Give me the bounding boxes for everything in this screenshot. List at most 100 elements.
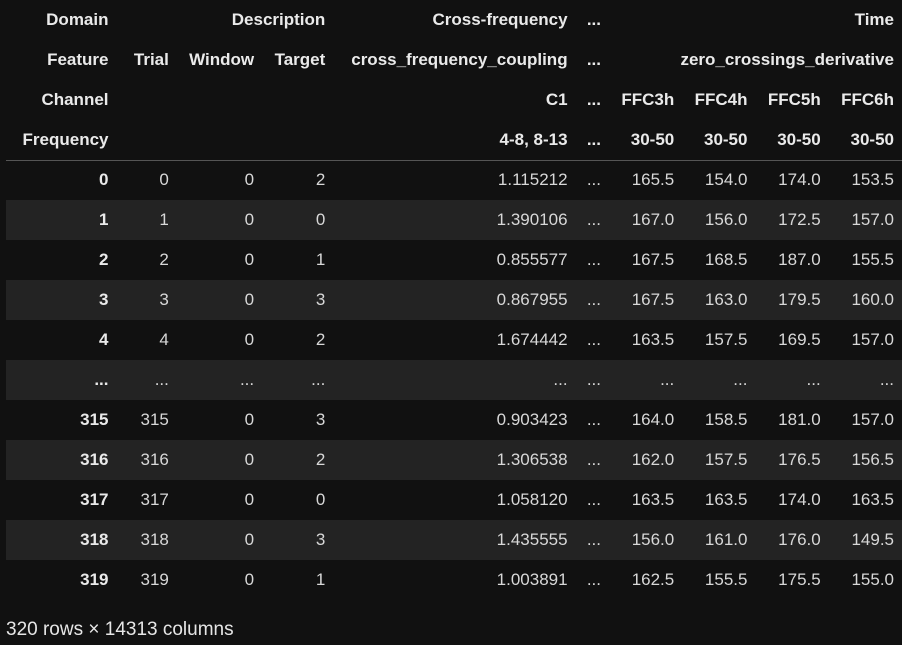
table-row: 316 316 0 2 1.306538... 162.0 157.5 176.5 156.5 [6, 440, 902, 480]
column-header: FFC5h [767, 90, 821, 109]
table-cell: 163.0 [704, 290, 748, 309]
table-cell: 169.5 [778, 330, 821, 349]
table-cell: 157.0 [851, 210, 894, 229]
table-cell: 179.5 [778, 290, 821, 309]
table-cell: 0 [244, 410, 255, 429]
table-row: 3 3 0 3 0.867955... 167.5 163.0 179.5 160.0 [6, 280, 902, 320]
table-cell: 163.5 [851, 490, 894, 509]
table-cell: 155.5 [851, 250, 894, 269]
column-header: Description [231, 10, 326, 29]
table-cell: 318 [140, 530, 169, 549]
table-row: .............................. [6, 360, 902, 400]
table-cell: ... [586, 330, 601, 349]
table-cell: 4 [159, 330, 169, 349]
table-cell: 160.0 [851, 290, 894, 309]
table-cell: ... [806, 370, 821, 389]
row-index: 4 [99, 330, 109, 349]
table-cell: 315 [140, 410, 169, 429]
table-cell: ... [586, 170, 601, 190]
table-cell: 0 [244, 490, 255, 509]
table-cell: ... [586, 450, 601, 469]
table-cell: ... [586, 290, 601, 309]
table-cell: ... [586, 410, 601, 429]
column-header: C1 [545, 90, 568, 109]
table-row: 315 315 0 3 0.903423... 164.0 158.5 181.0 157.0 [6, 400, 902, 440]
row-index: 318 [80, 530, 109, 549]
table-cell: 175.5 [778, 570, 821, 589]
table-row: 317 317 0 0 1.058120... 163.5 163.5 174.0 163.5 [6, 480, 902, 520]
table-cell: 1 [315, 570, 326, 589]
table-cell: 1.435555 [496, 530, 568, 549]
table-cell: 0 [244, 210, 255, 229]
table-cell: 172.5 [778, 210, 821, 229]
table-cell: 158.5 [704, 410, 748, 429]
column-header: FFC4h [694, 90, 748, 109]
table-cell: ... [154, 370, 169, 389]
table-cell: 174.0 [778, 170, 821, 190]
table-header: Domain Description Cross-frequency... Time F… [6, 0, 902, 161]
table-cell: ... [311, 370, 326, 389]
table-cell: 167.5 [631, 290, 675, 309]
table-cell: 3 [315, 410, 326, 429]
column-header: ... [575, 120, 609, 161]
header-level-label: Channel [41, 90, 109, 109]
table-cell: 163.5 [704, 490, 748, 509]
column-header [177, 80, 262, 120]
table-cell: 1.003891 [496, 570, 568, 589]
table-cell: 157.5 [704, 450, 748, 469]
header-row: Feature Trial Window Target cross_frequency_… [6, 40, 902, 80]
table-cell: 181.0 [778, 410, 821, 429]
table-cell: 187.0 [778, 250, 821, 269]
row-index: 2 [99, 250, 109, 269]
table-cell: 0 [315, 490, 326, 509]
table-cell: ... [586, 530, 601, 549]
row-index: 0 [99, 170, 109, 190]
table-cell: 0.855577 [496, 250, 568, 269]
table-cell: 149.5 [851, 530, 894, 549]
table-cell: 156.0 [704, 210, 748, 229]
table-cell: 162.5 [631, 570, 675, 589]
table-cell: 3 [315, 530, 326, 549]
table-cell: ... [239, 370, 255, 389]
column-header: 30-50 [828, 120, 902, 161]
column-header: 30-50 [609, 120, 683, 161]
header-row: Frequency 4-8, 8-13... 30-50 30-50 30-50 30-5… [6, 120, 902, 161]
table-cell: ... [586, 250, 601, 269]
column-header: FFC6h [841, 90, 894, 109]
row-index: 1 [99, 210, 109, 229]
table-cell: 0 [244, 250, 255, 269]
table-cell: 0 [159, 170, 169, 190]
table-cell: 2 [315, 330, 326, 349]
row-index: 315 [80, 410, 109, 429]
table-cell: 317 [140, 490, 169, 509]
column-header [117, 80, 177, 120]
column-header [117, 0, 177, 40]
table-cell: 162.0 [631, 450, 675, 469]
table-cell: 163.5 [631, 490, 675, 509]
column-header [262, 120, 334, 161]
table-row: 319 319 0 1 1.003891... 162.5 155.5 175.5 155.0 [6, 560, 902, 600]
table-cell: 153.5 [851, 170, 894, 190]
table-cell: 157.0 [851, 410, 894, 429]
column-header: Cross-frequency [432, 10, 568, 29]
table-row: 0 0 0 2 1.115212... 165.5 154.0 174.0 153.5 [6, 160, 902, 200]
table-cell: 3 [315, 290, 326, 309]
table-cell: ... [586, 490, 601, 509]
table-cell: 157.0 [851, 330, 894, 349]
column-header: 30-50 [682, 120, 756, 161]
header-row: Channel C1... FFC3h FFC4h FFC5h FFC6h [6, 80, 902, 120]
table-cell: 1.390106 [496, 210, 568, 229]
table-shape-summary: 320 rows × 14313 columns [6, 619, 234, 640]
table-cell: 0 [315, 210, 326, 229]
column-header: ... [586, 50, 601, 69]
column-header: 30-50 [755, 120, 829, 161]
table-row: 4 4 0 2 1.674442... 163.5 157.5 169.5 157.0 [6, 320, 902, 360]
table-cell: 168.5 [704, 250, 748, 269]
table-cell: 161.0 [704, 530, 748, 549]
header-level-label: Frequency [6, 120, 117, 161]
table-cell: 0.867955 [496, 290, 568, 309]
table-cell: 0 [244, 170, 255, 190]
table-cell: 156.5 [851, 450, 894, 469]
column-header [116, 120, 177, 161]
column-header [262, 80, 333, 120]
